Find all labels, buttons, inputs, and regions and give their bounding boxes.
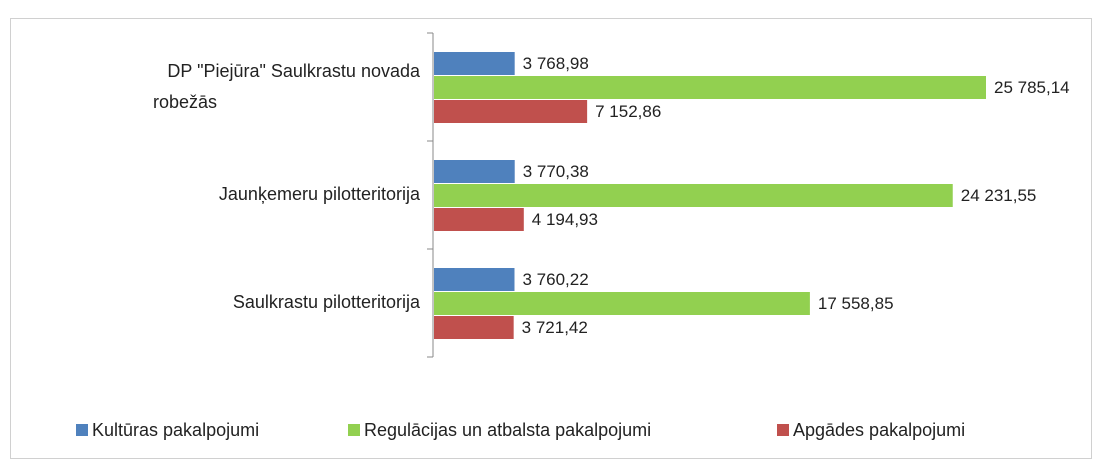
bar [434,76,986,99]
bar [434,268,515,291]
bar [434,292,810,315]
bar [434,208,524,231]
bar [434,316,514,339]
legend-label: Kultūras pakalpojumi [92,420,259,440]
category-label: Jaunķemeru pilotteritorija [219,184,421,204]
legend-label: Apgādes pakalpojumi [793,420,965,440]
category-label: robežās [153,92,217,112]
legend-swatch [348,424,360,436]
value-label: 3 770,38 [523,162,589,181]
bar [434,100,588,123]
value-label: 4 194,93 [532,210,598,229]
bar [434,52,515,75]
legend-swatch [76,424,88,436]
value-label: 24 231,55 [961,186,1037,205]
category-label: DP "Piejūra" Saulkrastu novada [167,61,421,81]
category-label: Saulkrastu pilotteritorija [233,292,421,312]
bar [434,184,953,207]
value-label: 3 768,98 [523,54,589,73]
value-label: 3 721,42 [522,318,588,337]
value-label: 17 558,85 [818,294,894,313]
value-label: 3 760,22 [522,270,588,289]
bar [434,160,515,183]
value-label: 25 785,14 [994,78,1070,97]
value-label: 7 152,86 [595,102,661,121]
legend-label: Regulācijas un atbalsta pakalpojumi [364,420,651,440]
legend-swatch [777,424,789,436]
